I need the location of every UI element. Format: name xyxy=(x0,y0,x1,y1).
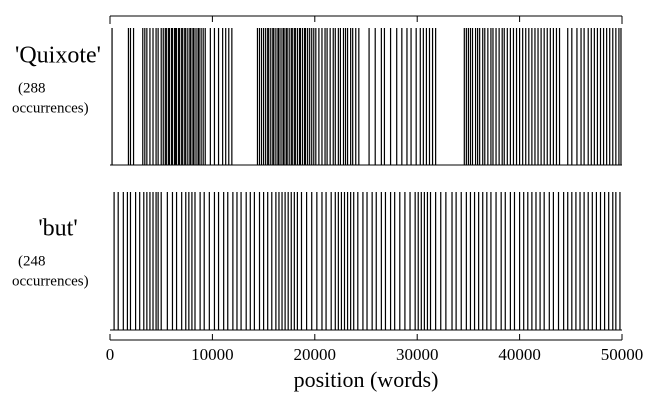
legend-label: 'but' xyxy=(38,216,77,242)
legend-label: 'Quixote' xyxy=(15,43,101,69)
x-axis-title: position (words) xyxy=(294,367,439,392)
x-tick-label: 40000 xyxy=(498,345,541,364)
legend-note: occurrences) xyxy=(12,273,89,289)
x-tick-label: 30000 xyxy=(396,345,439,364)
legend-note: occurrences) xyxy=(12,100,89,116)
legend-note: (248 xyxy=(18,253,46,269)
x-tick-label: 20000 xyxy=(294,345,337,364)
x-tick-label: 50000 xyxy=(601,345,644,364)
x-tick-label: 10000 xyxy=(191,345,234,364)
legend-note: (288 xyxy=(18,80,46,96)
x-tick-label: 0 xyxy=(106,345,115,364)
